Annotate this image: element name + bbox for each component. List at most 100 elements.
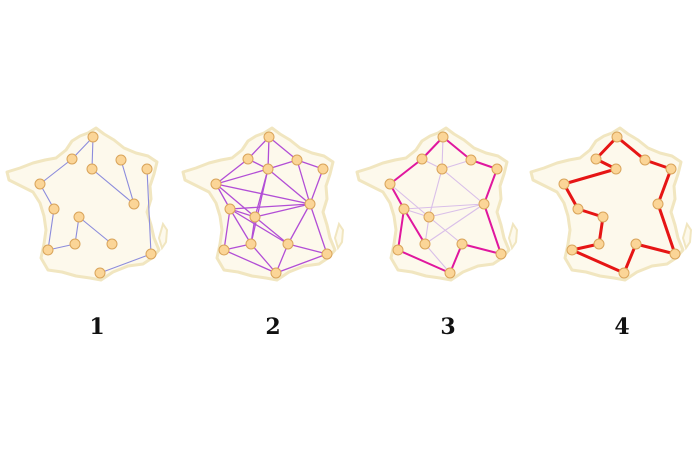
node-a [263, 131, 275, 143]
node-e [491, 163, 503, 175]
node-c [262, 163, 274, 175]
edge-g-i [403, 203, 485, 210]
edge-b-f [39, 158, 73, 185]
panel-label-4: 4 [614, 314, 629, 340]
edge-d-i [296, 159, 311, 205]
edge-c-i [441, 168, 485, 205]
node-g [224, 203, 236, 215]
node-e [665, 163, 677, 175]
edge-j-n [424, 243, 451, 274]
node-l [145, 248, 157, 260]
node-a [611, 131, 623, 143]
node-n [444, 267, 456, 279]
node-c [436, 163, 448, 175]
node-i [128, 198, 140, 210]
edge-g-m [223, 208, 231, 251]
edge-b-f [389, 158, 423, 185]
panel-1 [5, 126, 169, 282]
edge-g-j [403, 208, 426, 245]
node-g [572, 203, 584, 215]
node-b [416, 153, 428, 165]
node-i [304, 198, 316, 210]
node-l [495, 248, 507, 260]
edge-c-j [250, 168, 269, 245]
node-m [392, 244, 404, 256]
node-h [423, 211, 435, 223]
panel-3 [355, 126, 519, 282]
node-n [618, 267, 630, 279]
node-m [42, 244, 54, 256]
edge-i-l [483, 203, 502, 255]
panel-label-1: 1 [89, 314, 104, 340]
node-j [245, 238, 257, 250]
edge-a-d [442, 136, 472, 161]
node-m [566, 244, 578, 256]
node-j [419, 238, 431, 250]
node-f [384, 178, 396, 190]
node-n [270, 267, 282, 279]
node-b [242, 153, 254, 165]
edge-e-i [483, 168, 498, 205]
edge-g-m [47, 208, 55, 251]
node-e [141, 163, 153, 175]
edge-h-k [78, 216, 113, 245]
edge-g-k [229, 208, 289, 245]
node-l [321, 248, 333, 260]
edge-g-j [229, 208, 252, 245]
node-k [282, 238, 294, 250]
node-j [69, 238, 81, 250]
map-outline [529, 126, 685, 282]
node-f [210, 178, 222, 190]
edge-h-i [254, 203, 311, 218]
node-i [478, 198, 490, 210]
node-d [115, 154, 127, 166]
map-island [681, 221, 693, 251]
panel-2-content [181, 126, 345, 282]
edge-n-l [275, 253, 328, 274]
edge-e-i [309, 168, 324, 205]
edge-g-i [229, 203, 311, 210]
node-k [630, 238, 642, 250]
edge-k-l [461, 243, 502, 255]
panel-4-content [529, 126, 693, 282]
edge-m-n [223, 249, 277, 274]
edge-j-n [250, 243, 277, 274]
node-i [652, 198, 664, 210]
node-a [437, 131, 449, 143]
panel-label-2: 2 [265, 314, 280, 340]
node-c [610, 163, 622, 175]
panel-label-3: 3 [440, 314, 455, 340]
edge-i-c [91, 168, 135, 205]
node-c [86, 163, 98, 175]
edge-i-j [424, 203, 485, 245]
edge-h-k [254, 216, 289, 245]
edge-e-l [146, 168, 152, 255]
panel-3-content [355, 126, 519, 282]
node-m [218, 244, 230, 256]
node-k [456, 238, 468, 250]
node-f [34, 178, 46, 190]
node-b [66, 153, 78, 165]
node-h [73, 211, 85, 223]
node-e [317, 163, 329, 175]
node-h [249, 211, 261, 223]
node-f [558, 178, 570, 190]
edge-f-h [215, 183, 256, 218]
edge-g-m [397, 208, 405, 251]
edge-b-f [215, 158, 249, 185]
node-j [593, 238, 605, 250]
map-outline [5, 126, 161, 282]
node-b [590, 153, 602, 165]
node-h [597, 211, 609, 223]
panel-4 [529, 126, 693, 282]
map-island [507, 221, 519, 251]
edge-a-d [268, 136, 298, 161]
panel-1-content [5, 126, 169, 282]
edge-l-n [99, 253, 152, 274]
edge-d-i [120, 159, 135, 205]
edge-c-i [267, 168, 311, 205]
node-a [87, 131, 99, 143]
edge-f-i [215, 183, 311, 205]
map-island [333, 221, 345, 251]
